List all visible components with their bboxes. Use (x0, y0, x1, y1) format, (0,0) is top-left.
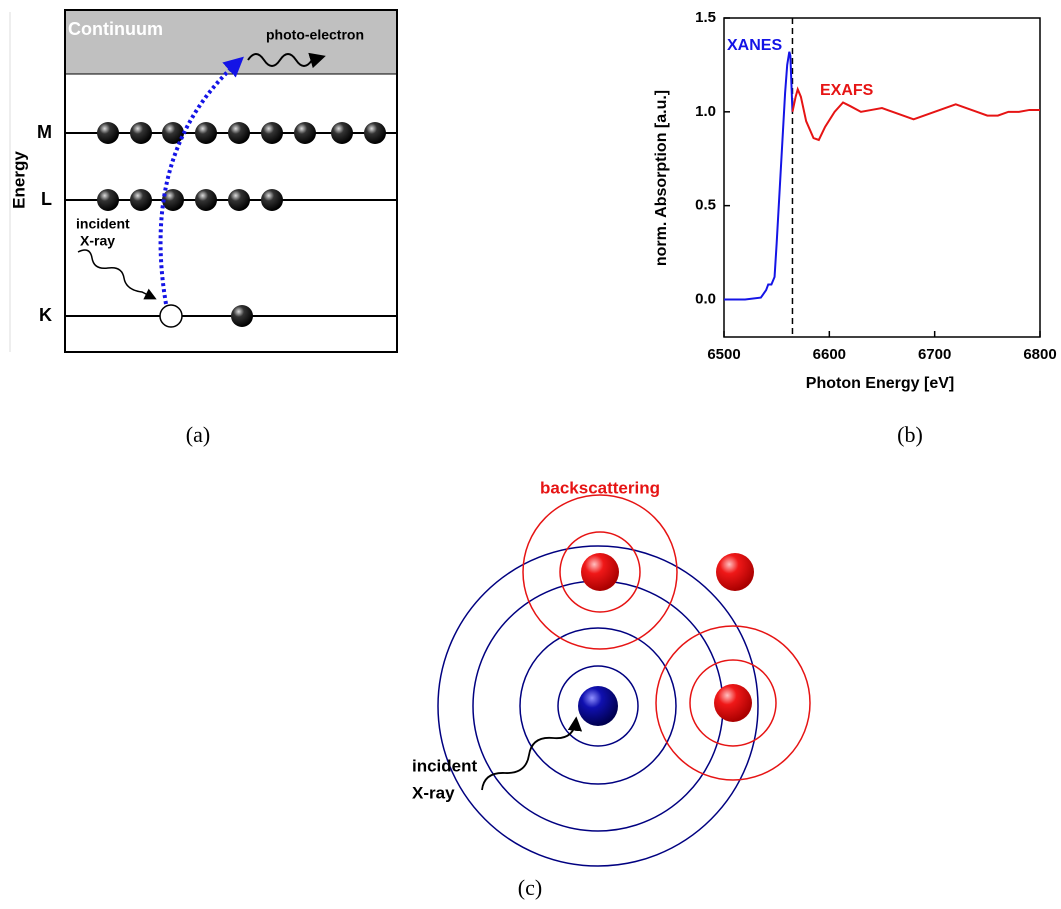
panel-b: Photon Energy [eV] norm. Absorption [a.u… (653, 9, 1056, 447)
electron (331, 122, 353, 144)
absorber-atom (578, 686, 618, 726)
electrons (97, 122, 386, 211)
electron (130, 122, 152, 144)
x-tick-label: 6600 (813, 346, 846, 363)
wave-circle (557, 665, 639, 747)
level-label: M (37, 122, 52, 142)
x-axis-label: Photon Energy [eV] (806, 375, 954, 392)
backscatter-circle (522, 494, 678, 650)
electron (261, 122, 283, 144)
backscatter-circle (559, 531, 641, 613)
level-label: L (41, 189, 52, 209)
electron (97, 189, 119, 211)
electron (195, 189, 217, 211)
electron (195, 122, 217, 144)
level-label: K (39, 305, 52, 325)
series-line (791, 86, 1040, 142)
y-tick-label: 0.0 (695, 290, 716, 307)
energy-label: Energy (9, 151, 28, 209)
incident-label: incident (412, 756, 478, 775)
electron (97, 122, 119, 144)
incident-label: X-ray (80, 233, 115, 249)
backscatter-circle (689, 659, 777, 747)
photoelectron-wave (247, 52, 326, 69)
electron (162, 122, 184, 144)
electron (364, 122, 386, 144)
y-tick-label: 0.5 (695, 197, 716, 214)
wave-circle (437, 545, 759, 867)
electron (294, 122, 316, 144)
backscatter-circle (655, 625, 811, 781)
backscattering-label: backscattering (540, 478, 660, 497)
series-label: EXAFS (820, 82, 874, 99)
caption: (b) (897, 422, 923, 447)
x-tick-label: 6500 (707, 346, 740, 363)
y-axis-label: norm. Absorption [a.u.] (653, 90, 670, 266)
electron (228, 122, 250, 144)
neighbor-atom (714, 684, 752, 722)
xray-wave (481, 716, 583, 791)
electron (231, 305, 253, 327)
photoelectron-label: photo-electron (266, 27, 364, 43)
electron (261, 189, 283, 211)
neighbor-atom (716, 553, 754, 591)
series-line (724, 51, 794, 301)
y-tick-label: 1.0 (695, 103, 716, 120)
continuum-label: Continuum (68, 19, 163, 39)
panel-c: backscattering incident X-ray (c) (412, 478, 811, 900)
wave-circle (519, 627, 677, 785)
electron (228, 189, 250, 211)
plot-frame (723, 17, 1041, 338)
x-tick-label: 6700 (918, 346, 951, 363)
panel-a: Continuum photo-electron Energy M L K in… (9, 9, 398, 447)
neighbor-atom (581, 553, 619, 591)
incident-label: X-ray (412, 783, 455, 802)
core-hole (159, 304, 183, 328)
x-tick-label: 6800 (1023, 346, 1056, 363)
incident-label: incident (76, 216, 130, 232)
y-tick-label: 1.5 (695, 9, 716, 26)
electron (162, 189, 184, 211)
caption: (a) (186, 422, 210, 447)
xray-wave (77, 249, 157, 300)
electron (130, 189, 152, 211)
caption: (c) (518, 875, 542, 900)
series-label: XANES (727, 37, 782, 54)
excitation-path (158, 56, 244, 305)
frame (64, 9, 398, 353)
